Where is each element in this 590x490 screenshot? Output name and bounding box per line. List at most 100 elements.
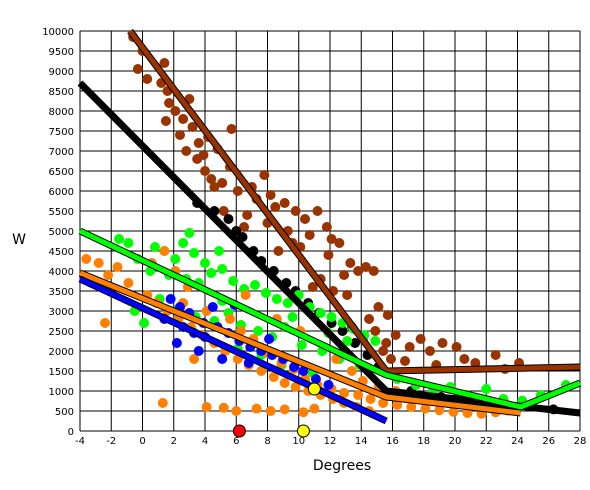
data-point [103,270,114,280]
data-point [271,294,282,304]
data-point [178,238,189,248]
data-point [490,350,501,360]
data-point [287,312,298,322]
trend-lines [77,28,582,425]
data-point [164,98,175,108]
data-point [282,298,293,308]
data-point [207,302,218,312]
data-point [339,270,350,280]
data-point [373,302,384,312]
data-point [350,338,360,348]
data-point [365,394,376,404]
data-point [406,402,417,412]
data-point [170,106,181,116]
data-point [226,124,237,134]
data-point [298,366,309,376]
y-tick-label: 1500 [49,367,74,378]
data-point [232,186,243,196]
data-point [217,178,228,188]
data-point [157,398,168,408]
y-tick-label: 8000 [49,107,74,118]
data-point [171,338,182,348]
data-point [265,406,276,416]
x-tick-label: 4 [202,436,208,447]
data-point [323,250,334,260]
data-point [321,222,332,232]
data-point [385,354,396,364]
x-tick-label: 0 [139,436,145,447]
data-point [159,58,170,68]
data-point [178,114,189,124]
data-point [270,202,281,212]
data-point [225,314,235,324]
y-tick-label: 3000 [49,307,74,318]
data-point [170,254,181,264]
data-point [200,258,210,268]
x-tick-label: 8 [264,436,270,447]
data-point [339,388,350,398]
data-point [253,326,264,336]
data-point [181,146,192,156]
data-point [165,294,176,304]
data-point [470,358,481,368]
y-axis-ticks: 0 500 1000 1500 2000 2500 3000 3500 4000 4500 5000… [42,27,74,438]
data-point [240,290,251,300]
data-point [189,248,200,258]
y-tick-label: 4500 [49,247,74,258]
data-point [451,342,462,352]
data-point [346,366,357,376]
data-point [300,214,310,224]
data-point [264,334,275,344]
data-point [390,330,401,340]
data-point [159,246,170,256]
y-tick-label: 9500 [49,47,74,58]
y-tick-label: 2500 [49,327,74,338]
trend-line [79,270,521,416]
data-point [434,405,445,416]
data-point [81,254,92,264]
data-point [342,290,353,300]
x-tick-label: 22 [480,436,493,447]
x-tick-label: 20 [449,436,462,447]
data-point [326,234,337,244]
x-tick-label: 14 [355,436,368,447]
data-point [93,258,104,268]
data-point [265,190,276,200]
x-tick-label: 28 [574,436,587,447]
data-point [273,246,284,256]
y-tick-label: 500 [55,407,74,418]
x-tick-label: 2 [171,436,177,447]
data-point [400,356,410,366]
data-point [289,362,300,372]
data-point [381,338,392,348]
data-point [368,266,379,276]
data-point [353,390,364,400]
data-point [100,318,110,328]
x-tick-label: -4 [75,436,85,447]
data-point [382,310,393,320]
data-point [437,338,448,348]
y-tick-label: 1000 [49,387,74,398]
data-point [310,374,321,384]
data-point [214,246,225,256]
x-tick-label: 24 [511,436,524,447]
data-point [268,372,279,382]
data-point [160,116,171,126]
data-point [142,74,153,84]
data-point [217,264,228,274]
data-point [123,238,134,248]
trend-line [78,276,388,424]
data-point [279,378,290,388]
data-point [342,336,353,346]
highlight-marker [307,382,321,396]
data-point [370,326,381,336]
data-point [175,130,185,140]
y-tick-label: 8500 [49,87,74,98]
highlight-marker [296,424,310,438]
data-point [193,346,204,356]
data-point [323,380,334,390]
data-point [326,312,337,322]
y-tick-label: 7000 [49,147,74,158]
data-point [360,262,371,272]
data-point [198,150,209,160]
